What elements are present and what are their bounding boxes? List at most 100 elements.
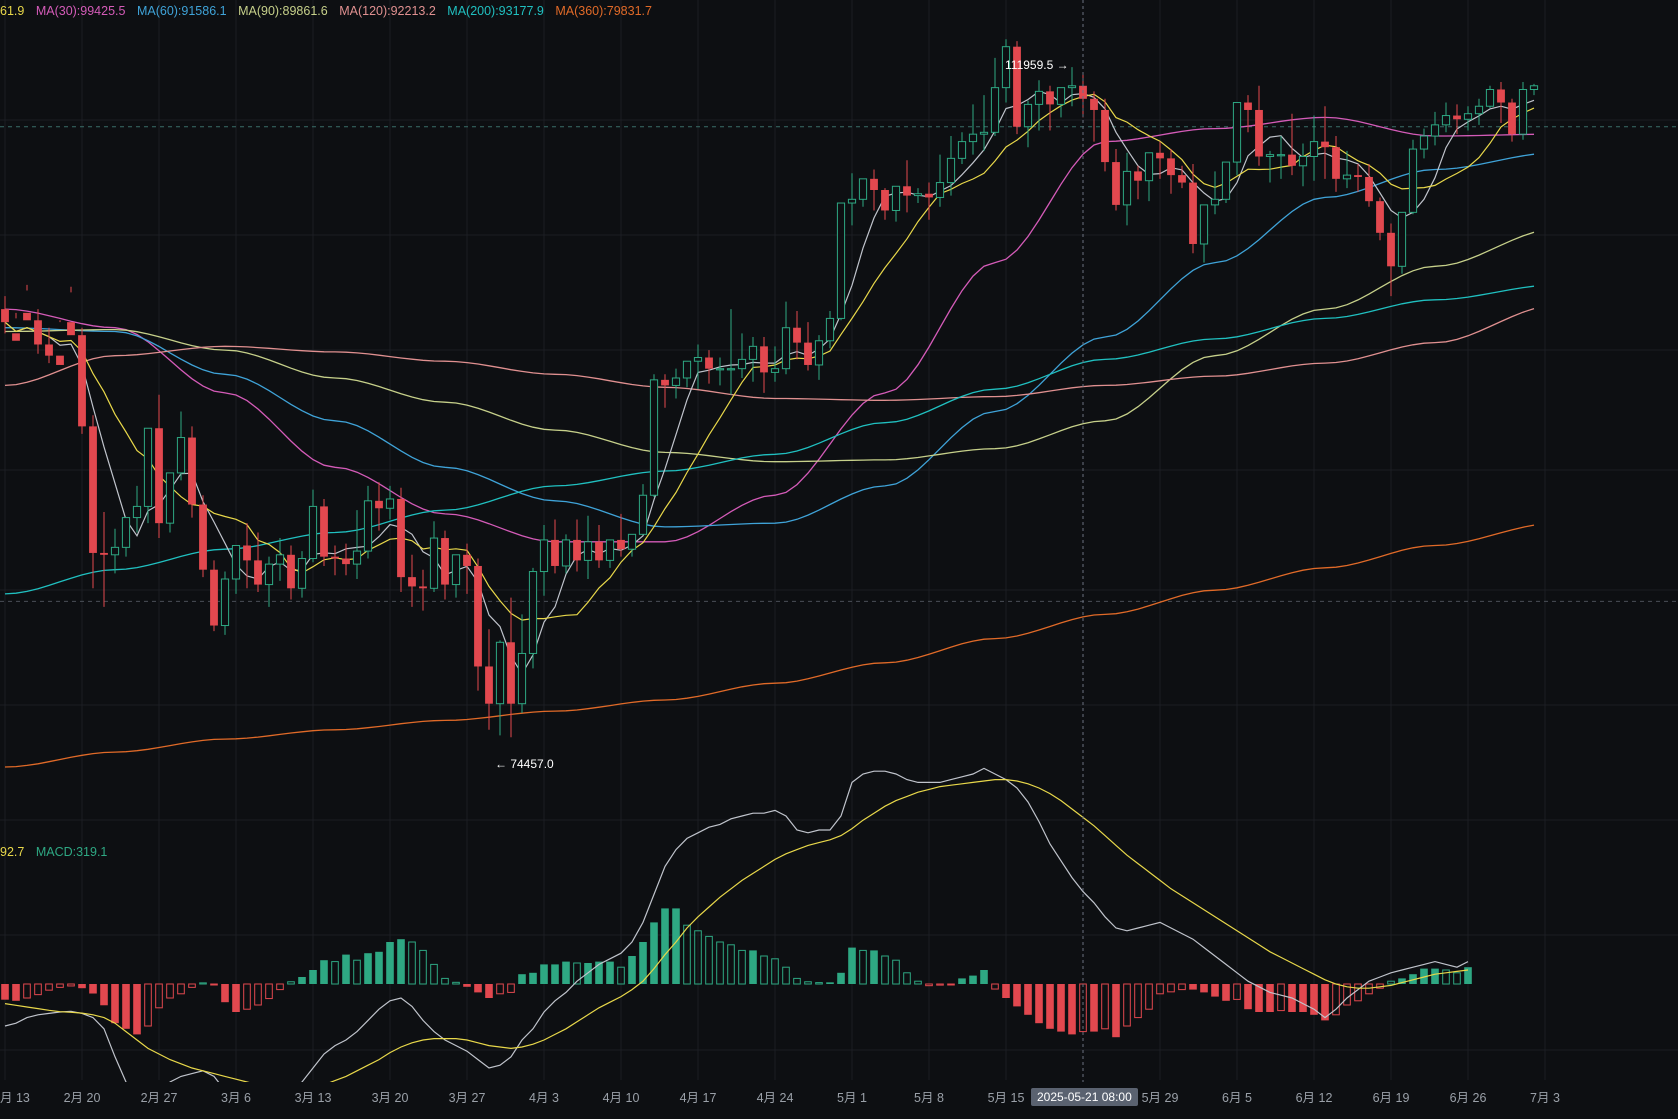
candle [1134,165,1142,200]
candle [517,614,527,714]
x-tick-label: 月 13 [0,1091,30,1105]
candle [1288,113,1296,176]
macd-bar [364,953,372,984]
candle-body [375,500,383,509]
macd-bar [837,972,845,984]
candle-body [320,506,328,557]
candle-body [342,558,350,565]
candle [1067,67,1077,107]
candle-body [1023,103,1033,128]
candle-body [1485,88,1495,107]
candle-body [1508,102,1516,135]
candle [176,411,186,481]
x-tick-label: 5月 29 [1142,1091,1179,1105]
candle [1265,150,1275,183]
candle-body [1365,176,1373,202]
macd-bar [298,977,306,984]
candle-body [243,545,251,561]
macd-bar [1101,983,1109,1030]
candle [385,485,395,520]
macd-bar [474,984,482,993]
macd-bar [793,977,801,985]
candle-body [870,178,878,191]
candle [1387,223,1395,297]
x-tick-label: 4月 17 [680,1091,717,1105]
macd-bar [771,958,779,985]
legend-ma30: MA(30):99425.5 [35,4,126,18]
macd-bar [430,963,438,985]
candle-body [1232,102,1242,163]
candle [12,312,20,341]
x-axis-band [0,1082,1678,1119]
candle [760,337,768,393]
candle-body [935,182,945,198]
candle-body [210,569,218,626]
macd-bar [452,981,460,985]
macd-bar [56,983,64,988]
candle [1122,152,1132,226]
candle [903,160,911,213]
x-tick-label: 4月 24 [757,1091,794,1105]
candle [605,539,615,568]
candle-body [1178,175,1186,183]
macd-bar [397,939,405,984]
candle [1365,163,1373,207]
candle-body [760,346,768,373]
candle [1232,102,1242,176]
macd-bar [375,951,383,984]
ma-line-ma200 [4,285,1535,595]
candle-body [903,186,911,196]
macd-bar [1035,984,1043,1024]
candle [1144,152,1154,202]
candle-body [814,340,824,366]
macd-bar [727,944,735,985]
candle-body [89,426,97,553]
ma-line-ma360 [4,524,1535,768]
candle [1189,163,1197,254]
candle [363,485,373,559]
candle-body [1034,90,1044,105]
candle [34,309,42,354]
macd-bar [980,970,988,984]
candle [671,368,681,399]
candle [1518,82,1528,140]
candle [100,511,108,607]
candle [1453,104,1461,135]
legend-ma200: MA(200):93177.9 [447,4,544,18]
macd-bar [1057,984,1065,1032]
candle-body [45,344,53,356]
candle [649,374,659,498]
candle-body [737,358,747,370]
candle [595,525,603,568]
candle [748,337,758,382]
candle-body [485,666,493,704]
candle [737,333,747,378]
macd-bar [243,983,251,1010]
candle [836,202,846,321]
candle [188,426,196,518]
candle-body [408,577,416,587]
macd-bar [408,941,416,985]
macd-bar [628,956,636,984]
macd-bar [342,954,350,984]
macd-bar [320,960,328,984]
candle [1056,87,1066,118]
candle-body [528,571,538,654]
candle-body [671,377,681,386]
candle [1430,111,1440,146]
candle [957,132,967,164]
macd-bar [1068,984,1076,1035]
macd-bar [386,942,394,984]
macd-bar [210,983,218,986]
macd-bar [122,984,130,1029]
candle [132,485,142,533]
macd-bar [1090,984,1098,1032]
macd-bar [617,966,625,985]
candle [1298,143,1308,187]
macd-bar [782,966,790,985]
macd-bar [683,924,691,985]
candle-body [188,437,196,505]
macd-bar [276,983,284,991]
candle-body [891,185,901,211]
